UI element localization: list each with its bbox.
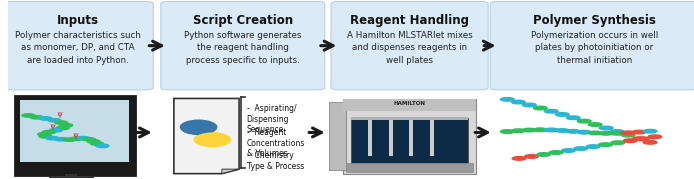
Circle shape (500, 130, 514, 133)
Circle shape (55, 138, 68, 141)
FancyBboxPatch shape (343, 99, 477, 174)
Bar (49, 176, 94, 178)
Text: Polymer Synthesis: Polymer Synthesis (533, 14, 656, 27)
FancyBboxPatch shape (161, 1, 325, 90)
Text: Polymer characteristics such
as monomer, DP, and CTA
are loaded into Python.: Polymer characteristics such as monomer,… (15, 31, 141, 65)
Circle shape (648, 135, 662, 139)
Circle shape (96, 144, 109, 147)
Bar (409, 120, 414, 156)
Bar (430, 120, 434, 156)
Circle shape (90, 142, 103, 145)
Ellipse shape (180, 120, 217, 135)
Circle shape (511, 129, 525, 132)
Circle shape (632, 130, 646, 134)
Circle shape (549, 151, 563, 154)
Bar (351, 118, 468, 163)
Circle shape (42, 130, 56, 134)
Bar (65, 174, 77, 177)
Ellipse shape (180, 121, 217, 135)
Circle shape (37, 132, 51, 136)
Circle shape (87, 140, 100, 143)
Circle shape (77, 136, 90, 140)
Text: -  Reagent
Concentrations
& Volumes: - Reagent Concentrations & Volumes (246, 128, 305, 158)
Circle shape (63, 138, 76, 141)
Circle shape (561, 149, 575, 152)
Circle shape (610, 130, 624, 133)
Circle shape (523, 128, 536, 132)
Circle shape (525, 155, 539, 158)
Circle shape (512, 157, 526, 160)
FancyBboxPatch shape (20, 100, 129, 162)
Circle shape (544, 128, 558, 132)
Bar (343, 99, 477, 111)
Circle shape (566, 116, 580, 120)
Circle shape (537, 153, 550, 156)
Circle shape (566, 130, 580, 133)
Circle shape (589, 123, 602, 126)
Circle shape (636, 137, 650, 141)
Circle shape (55, 121, 68, 124)
Bar (329, 102, 346, 170)
Circle shape (632, 137, 646, 141)
FancyBboxPatch shape (3, 1, 153, 90)
Circle shape (534, 106, 547, 110)
Circle shape (599, 143, 612, 146)
Circle shape (523, 103, 536, 107)
Circle shape (70, 137, 83, 140)
Text: ψ: ψ (49, 122, 56, 130)
Text: Script Creation: Script Creation (193, 14, 293, 27)
Text: Polymerization occurs in well
plates by photoinitiation or
thermal initiation: Polymerization occurs in well plates by … (531, 31, 658, 65)
Circle shape (577, 130, 591, 134)
Circle shape (600, 126, 613, 130)
Circle shape (577, 119, 591, 123)
Circle shape (511, 100, 525, 104)
Text: A Hamilton MLSTARlet mixes
and dispenses reagents in
well plates: A Hamilton MLSTARlet mixes and dispenses… (347, 31, 473, 65)
Circle shape (589, 131, 602, 135)
Bar (351, 117, 468, 120)
Circle shape (56, 126, 69, 130)
Ellipse shape (194, 132, 231, 147)
Circle shape (49, 129, 62, 132)
Circle shape (611, 141, 625, 144)
Circle shape (555, 113, 569, 116)
Circle shape (544, 109, 558, 113)
Circle shape (555, 129, 569, 132)
Circle shape (534, 128, 547, 132)
Text: Inputs: Inputs (57, 14, 99, 27)
Circle shape (574, 147, 588, 150)
Text: -  Chemistry
Type & Process: - Chemistry Type & Process (246, 151, 304, 171)
Circle shape (623, 139, 637, 142)
FancyBboxPatch shape (490, 1, 694, 90)
FancyBboxPatch shape (331, 1, 488, 90)
Circle shape (600, 132, 613, 135)
Ellipse shape (194, 132, 230, 147)
Text: ψ: ψ (72, 131, 78, 139)
Circle shape (621, 133, 635, 137)
Bar (389, 120, 393, 156)
Text: ψ: ψ (56, 110, 62, 118)
Polygon shape (174, 98, 239, 174)
Circle shape (30, 116, 43, 119)
Bar (368, 120, 372, 156)
Text: -  Aspirating/
Dispensing
Sequence: - Aspirating/ Dispensing Sequence (246, 104, 296, 134)
Circle shape (586, 145, 600, 148)
Circle shape (39, 117, 52, 120)
Text: Python software generates
the reagent handling
process specific to inputs.: Python software generates the reagent ha… (184, 31, 302, 65)
Text: HAMILTON: HAMILTON (393, 101, 425, 106)
Circle shape (22, 114, 35, 117)
Polygon shape (222, 169, 239, 174)
Circle shape (39, 135, 52, 138)
Circle shape (610, 132, 624, 135)
FancyBboxPatch shape (15, 96, 135, 175)
Circle shape (621, 131, 635, 135)
Circle shape (643, 141, 657, 144)
Circle shape (46, 136, 59, 140)
Circle shape (60, 124, 73, 127)
Circle shape (83, 138, 95, 141)
Circle shape (48, 119, 61, 122)
Text: Reagent Handling: Reagent Handling (350, 14, 469, 27)
Bar (346, 163, 473, 172)
Circle shape (643, 129, 657, 133)
Circle shape (500, 98, 514, 101)
